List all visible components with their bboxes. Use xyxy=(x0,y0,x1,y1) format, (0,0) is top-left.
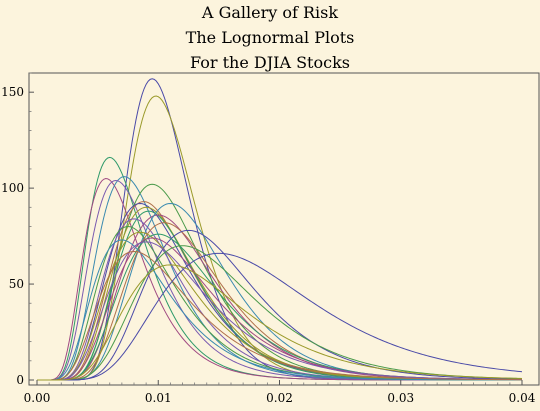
chart-title: A Gallery of Risk The Lognormal Plots Fo… xyxy=(0,0,540,75)
series-line xyxy=(37,239,522,381)
series-line xyxy=(37,210,522,381)
x-tick-label: 0.04 xyxy=(509,391,536,405)
title-line-3: For the DJIA Stocks xyxy=(190,53,350,72)
x-tick-label: 0.01 xyxy=(145,391,172,405)
y-tick-label: 100 xyxy=(1,181,24,195)
series-line xyxy=(37,241,523,381)
series-line xyxy=(37,252,523,381)
x-tick-label: 0.03 xyxy=(387,391,414,405)
series-line xyxy=(37,264,523,381)
series-line xyxy=(37,156,522,381)
series-line xyxy=(37,250,523,381)
series-line xyxy=(37,95,522,381)
title-line-2: The Lognormal Plots xyxy=(185,28,355,47)
series-group xyxy=(37,78,523,381)
y-tick-label: 50 xyxy=(9,277,24,291)
series-line xyxy=(37,229,523,381)
x-tick-label: 0.02 xyxy=(266,391,293,405)
axes-group: 0.00 0.01 0.02 0.03 0.04 0 50 100 150 xyxy=(1,72,539,405)
title-line-1: A Gallery of Risk xyxy=(201,3,339,22)
x-tick-label: 0.00 xyxy=(24,391,51,405)
y-tick-label: 150 xyxy=(1,85,24,99)
y-tick-label: 0 xyxy=(16,373,24,387)
plot-frame xyxy=(28,72,540,386)
